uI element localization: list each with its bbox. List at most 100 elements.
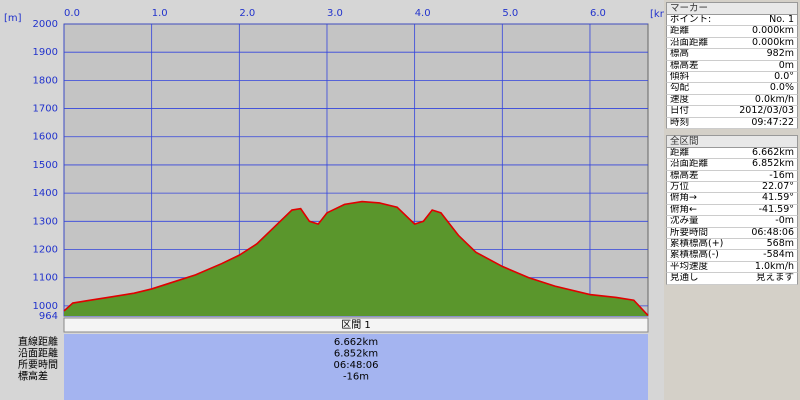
info-value: 0m <box>778 60 794 71</box>
section-value: 6.852km <box>334 349 378 360</box>
info-value: -0m <box>775 216 794 227</box>
info-row: 標高差 -16m <box>666 170 798 183</box>
x-tick-label: 2.0 <box>239 8 255 19</box>
x-unit: [km] <box>650 9 664 20</box>
info-value: 見えます <box>755 273 794 284</box>
info-row: 平均速度 1.0km/h <box>666 261 798 274</box>
info-label: 見通し <box>670 273 699 284</box>
info-label: 距離 <box>670 26 690 37</box>
y-tick-label: 1000 <box>33 301 58 312</box>
info-label: 平均速度 <box>670 261 709 272</box>
x-tick-label: 0.0 <box>64 8 80 19</box>
info-row: 標高 982m <box>666 49 798 61</box>
info-value: 982m <box>766 49 794 60</box>
info-label: 方位 <box>670 182 690 193</box>
info-row: 沿面距離 6.852km <box>666 159 798 171</box>
y-tick-label: 1300 <box>33 216 58 227</box>
y-tick-label: 1600 <box>33 132 58 143</box>
info-row: 累積標高(+) 568m <box>666 239 798 251</box>
info-value: 568m <box>766 239 794 250</box>
info-value: 6.852km <box>752 159 794 170</box>
y-tick-label: 1100 <box>33 273 58 284</box>
x-tick-label: 4.0 <box>415 8 431 19</box>
info-value: 41.59° <box>762 193 794 204</box>
section-label: 直線距離 <box>18 335 58 348</box>
info-row: ポイント: No. 1 <box>666 15 798 27</box>
y-tick-label: 964 <box>39 311 58 322</box>
info-value: 06:48:06 <box>751 227 794 238</box>
y-tick-label: 2000 <box>33 19 58 30</box>
info-label: 累積標高(-) <box>670 250 719 261</box>
info-value: 0.0% <box>769 83 794 94</box>
info-row: 時刻 09:47:22 <box>666 117 798 129</box>
y-tick-label: 1400 <box>33 188 58 199</box>
info-label: 日付 <box>670 106 690 117</box>
info-value: -41.59° <box>758 204 794 215</box>
section-header <box>63 317 649 333</box>
info-row: 日付 2012/03/03 <box>666 106 798 118</box>
section-label: 沿面距離 <box>18 347 58 360</box>
info-row: 俯角→ 41.59° <box>666 193 798 205</box>
info-row: 所要時間 06:48:06 <box>666 227 798 240</box>
y-tick-label: 1200 <box>33 244 58 255</box>
marker-header: マーカー <box>666 2 798 15</box>
info-value: -584m <box>763 250 794 261</box>
info-label: 沿面距離 <box>670 159 709 170</box>
y-tick-label: 1900 <box>33 47 58 58</box>
info-row: 沈み量 -0m <box>666 216 798 228</box>
info-row: 速度 0.0km/h <box>666 94 798 107</box>
info-value: 09:47:22 <box>751 117 794 128</box>
x-tick-label: 5.0 <box>502 8 518 19</box>
info-row: 方位 22.07° <box>666 182 798 194</box>
section-label: 所要時間 <box>18 359 58 371</box>
info-label: 俯角← <box>670 204 697 215</box>
info-label: 標高 <box>670 49 690 60</box>
info-row: 俯角← -41.59° <box>666 204 798 217</box>
info-value: 2012/03/03 <box>739 106 794 117</box>
info-label: 沈み量 <box>670 216 699 227</box>
info-label: 時刻 <box>670 117 690 128</box>
info-label: 累積標高(+) <box>670 239 724 250</box>
info-row: 標高差 0m <box>666 60 798 72</box>
info-label: 傾斜 <box>670 71 690 82</box>
x-tick-label: 1.0 <box>152 8 168 19</box>
info-label: 距離 <box>670 147 690 158</box>
info-value: 0.000km <box>752 37 794 48</box>
info-label: 沿面距離 <box>670 37 709 48</box>
info-label: 標高差 <box>670 60 699 71</box>
info-label: 勾配 <box>670 83 690 94</box>
info-label: 標高差 <box>670 170 699 181</box>
info-row: 傾斜 0.0° <box>666 71 798 84</box>
section-panel <box>64 334 648 400</box>
info-label: ポイント: <box>670 15 712 25</box>
section-title: 区間 1 <box>341 319 371 331</box>
info-value: 1.0km/h <box>754 261 794 272</box>
section-value: 6.662km <box>334 337 378 348</box>
info-value: 0.0km/h <box>754 94 794 105</box>
info-row: 累積標高(-) -584m <box>666 250 798 262</box>
info-row: 見通し 見えます <box>666 273 798 285</box>
info-value: -16m <box>769 170 794 181</box>
total-header: 全区間 <box>666 134 798 148</box>
info-value: 6.662km <box>752 147 794 158</box>
y-tick-label: 1700 <box>33 104 58 115</box>
info-label: 所要時間 <box>670 227 709 238</box>
info-label: 速度 <box>670 94 690 105</box>
info-label: 俯角→ <box>670 193 697 204</box>
x-tick-label: 6.0 <box>590 8 606 19</box>
y-tick-label: 1500 <box>33 160 58 171</box>
info-value: 22.07° <box>762 182 794 193</box>
section-label: 標高差 <box>18 370 48 383</box>
terrain-fill <box>64 201 648 316</box>
profile-line <box>63 200 649 316</box>
info-value: 0.000km <box>752 26 794 37</box>
info-panel: マーカー ポイント: No. 1 距離 0.000km 沿面距離 0.000km 標高 982m… <box>666 0 798 400</box>
info-row: 距離 0.000km <box>666 26 798 38</box>
section-value: -16m <box>343 372 369 383</box>
y-tick-label: 1800 <box>33 75 58 86</box>
info-value: No. 1 <box>769 15 794 25</box>
info-value: 0.0° <box>774 71 794 82</box>
section-value: 06:48:06 <box>334 360 379 371</box>
